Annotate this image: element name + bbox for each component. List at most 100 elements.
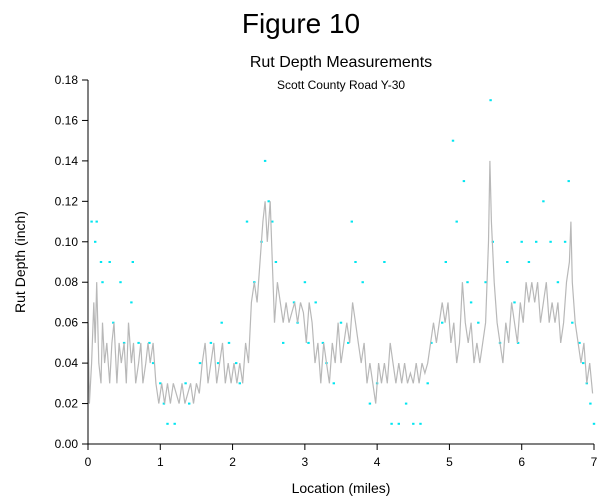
scatter-point xyxy=(477,321,480,324)
scatter-point xyxy=(292,301,296,304)
scatter-point xyxy=(130,301,133,304)
scatter-point xyxy=(332,382,335,385)
x-tick-label: 7 xyxy=(591,455,598,469)
scatter-point xyxy=(220,321,223,324)
figure-title: Figure 10 xyxy=(241,8,361,39)
scatter-point xyxy=(347,341,350,344)
scatter-point xyxy=(314,301,317,304)
scatter-point xyxy=(216,362,220,365)
scatter-point xyxy=(108,261,111,263)
scatter-point xyxy=(350,220,353,223)
scatter-point xyxy=(166,422,169,425)
chart-subtitle: Scott County Road Y-30 xyxy=(276,78,406,92)
scatter-point xyxy=(303,281,307,284)
scatter-point xyxy=(567,180,570,183)
scatter-point xyxy=(426,382,429,385)
scatter-points xyxy=(90,99,596,425)
scatter-point xyxy=(516,341,520,344)
axes: 0.00 0.02 0.04 0.06 0.08 0.10 0.12 0.14 0.16 0.18… xyxy=(55,73,598,469)
scatter-point xyxy=(412,422,415,425)
scatter-point xyxy=(112,321,115,324)
scatter-point xyxy=(383,261,386,263)
scatter-point xyxy=(354,261,357,263)
y-tick-label: 0.02 xyxy=(55,397,79,411)
scatter-point xyxy=(137,341,140,344)
y-tick-label: 0.12 xyxy=(55,194,79,208)
y-tick-label: 0.18 xyxy=(55,73,79,87)
scatter-point xyxy=(245,220,249,223)
scatter-point xyxy=(131,261,134,263)
scatter-point xyxy=(582,362,585,365)
scatter-point xyxy=(267,200,270,203)
scatter-point xyxy=(520,240,523,243)
y-tick-label: 0.08 xyxy=(55,275,79,289)
scatter-point xyxy=(527,261,531,263)
scatter-point xyxy=(462,180,466,183)
scatter-point xyxy=(444,261,447,263)
scatter-point xyxy=(235,362,238,365)
y-tick-label: 0.14 xyxy=(55,154,79,168)
scatter-point xyxy=(578,341,581,344)
scatter-point xyxy=(90,220,93,223)
y-tick-label: 0.00 xyxy=(55,437,79,451)
scatter-point xyxy=(209,341,213,344)
scatter-point xyxy=(563,240,567,243)
scatter-point xyxy=(101,281,104,284)
scatter-point xyxy=(307,341,310,344)
scatter-point xyxy=(469,301,473,304)
x-axis-label: Location (miles) xyxy=(292,480,391,496)
scatter-point xyxy=(95,220,98,223)
scatter-point xyxy=(227,341,231,344)
scatter-point xyxy=(556,281,560,284)
scatter-point xyxy=(513,301,516,304)
x-tick-label: 1 xyxy=(157,455,164,469)
scatter-point xyxy=(589,402,592,405)
scatter-point xyxy=(99,261,103,263)
x-tick-label: 5 xyxy=(446,455,453,469)
scatter-point xyxy=(162,402,166,405)
scatter-point xyxy=(148,341,151,344)
scatter-point xyxy=(397,422,400,425)
scatter-point xyxy=(198,362,202,365)
scatter-point xyxy=(119,281,122,284)
scatter-point xyxy=(184,382,187,385)
x-tick-label: 4 xyxy=(374,455,381,469)
x-tick-label: 0 xyxy=(85,455,92,469)
scatter-point xyxy=(263,159,267,162)
scatter-point xyxy=(188,402,191,405)
scatter-point xyxy=(419,422,422,425)
y-tick-label: 0.06 xyxy=(55,316,79,330)
chart-title: Rut Depth Measurements xyxy=(249,54,433,71)
scatter-point xyxy=(271,220,274,223)
scatter-point xyxy=(404,402,408,405)
x-tick-label: 2 xyxy=(229,455,236,469)
scatter-point xyxy=(430,341,433,344)
scatter-point xyxy=(390,422,393,425)
scatter-point xyxy=(466,281,469,284)
scatter-point xyxy=(282,341,285,344)
scatter-point xyxy=(368,402,372,405)
y-tick-label: 0.10 xyxy=(55,235,79,249)
scatter-point xyxy=(506,261,509,263)
scatter-point xyxy=(451,139,455,142)
scatter-point xyxy=(321,341,325,344)
series-line xyxy=(87,160,594,404)
scatter-point xyxy=(94,240,97,243)
scatter-point xyxy=(592,422,596,425)
x-tick-label: 3 xyxy=(302,455,309,469)
scatter-point xyxy=(535,240,538,243)
y-axis-label: Rut Depth (inch) xyxy=(12,211,28,313)
scatter-point xyxy=(151,362,155,365)
scatter-point xyxy=(549,240,552,243)
scatter-point xyxy=(173,422,176,425)
y-tick-label: 0.04 xyxy=(55,356,79,370)
scatter-point xyxy=(489,99,492,102)
scatter-point xyxy=(542,200,545,203)
scatter-point xyxy=(159,382,162,385)
scatter-point xyxy=(339,321,343,324)
rut-depth-line xyxy=(87,160,594,404)
scatter-point xyxy=(361,281,364,284)
scatter-point xyxy=(455,220,458,223)
scatter-point xyxy=(238,382,241,385)
